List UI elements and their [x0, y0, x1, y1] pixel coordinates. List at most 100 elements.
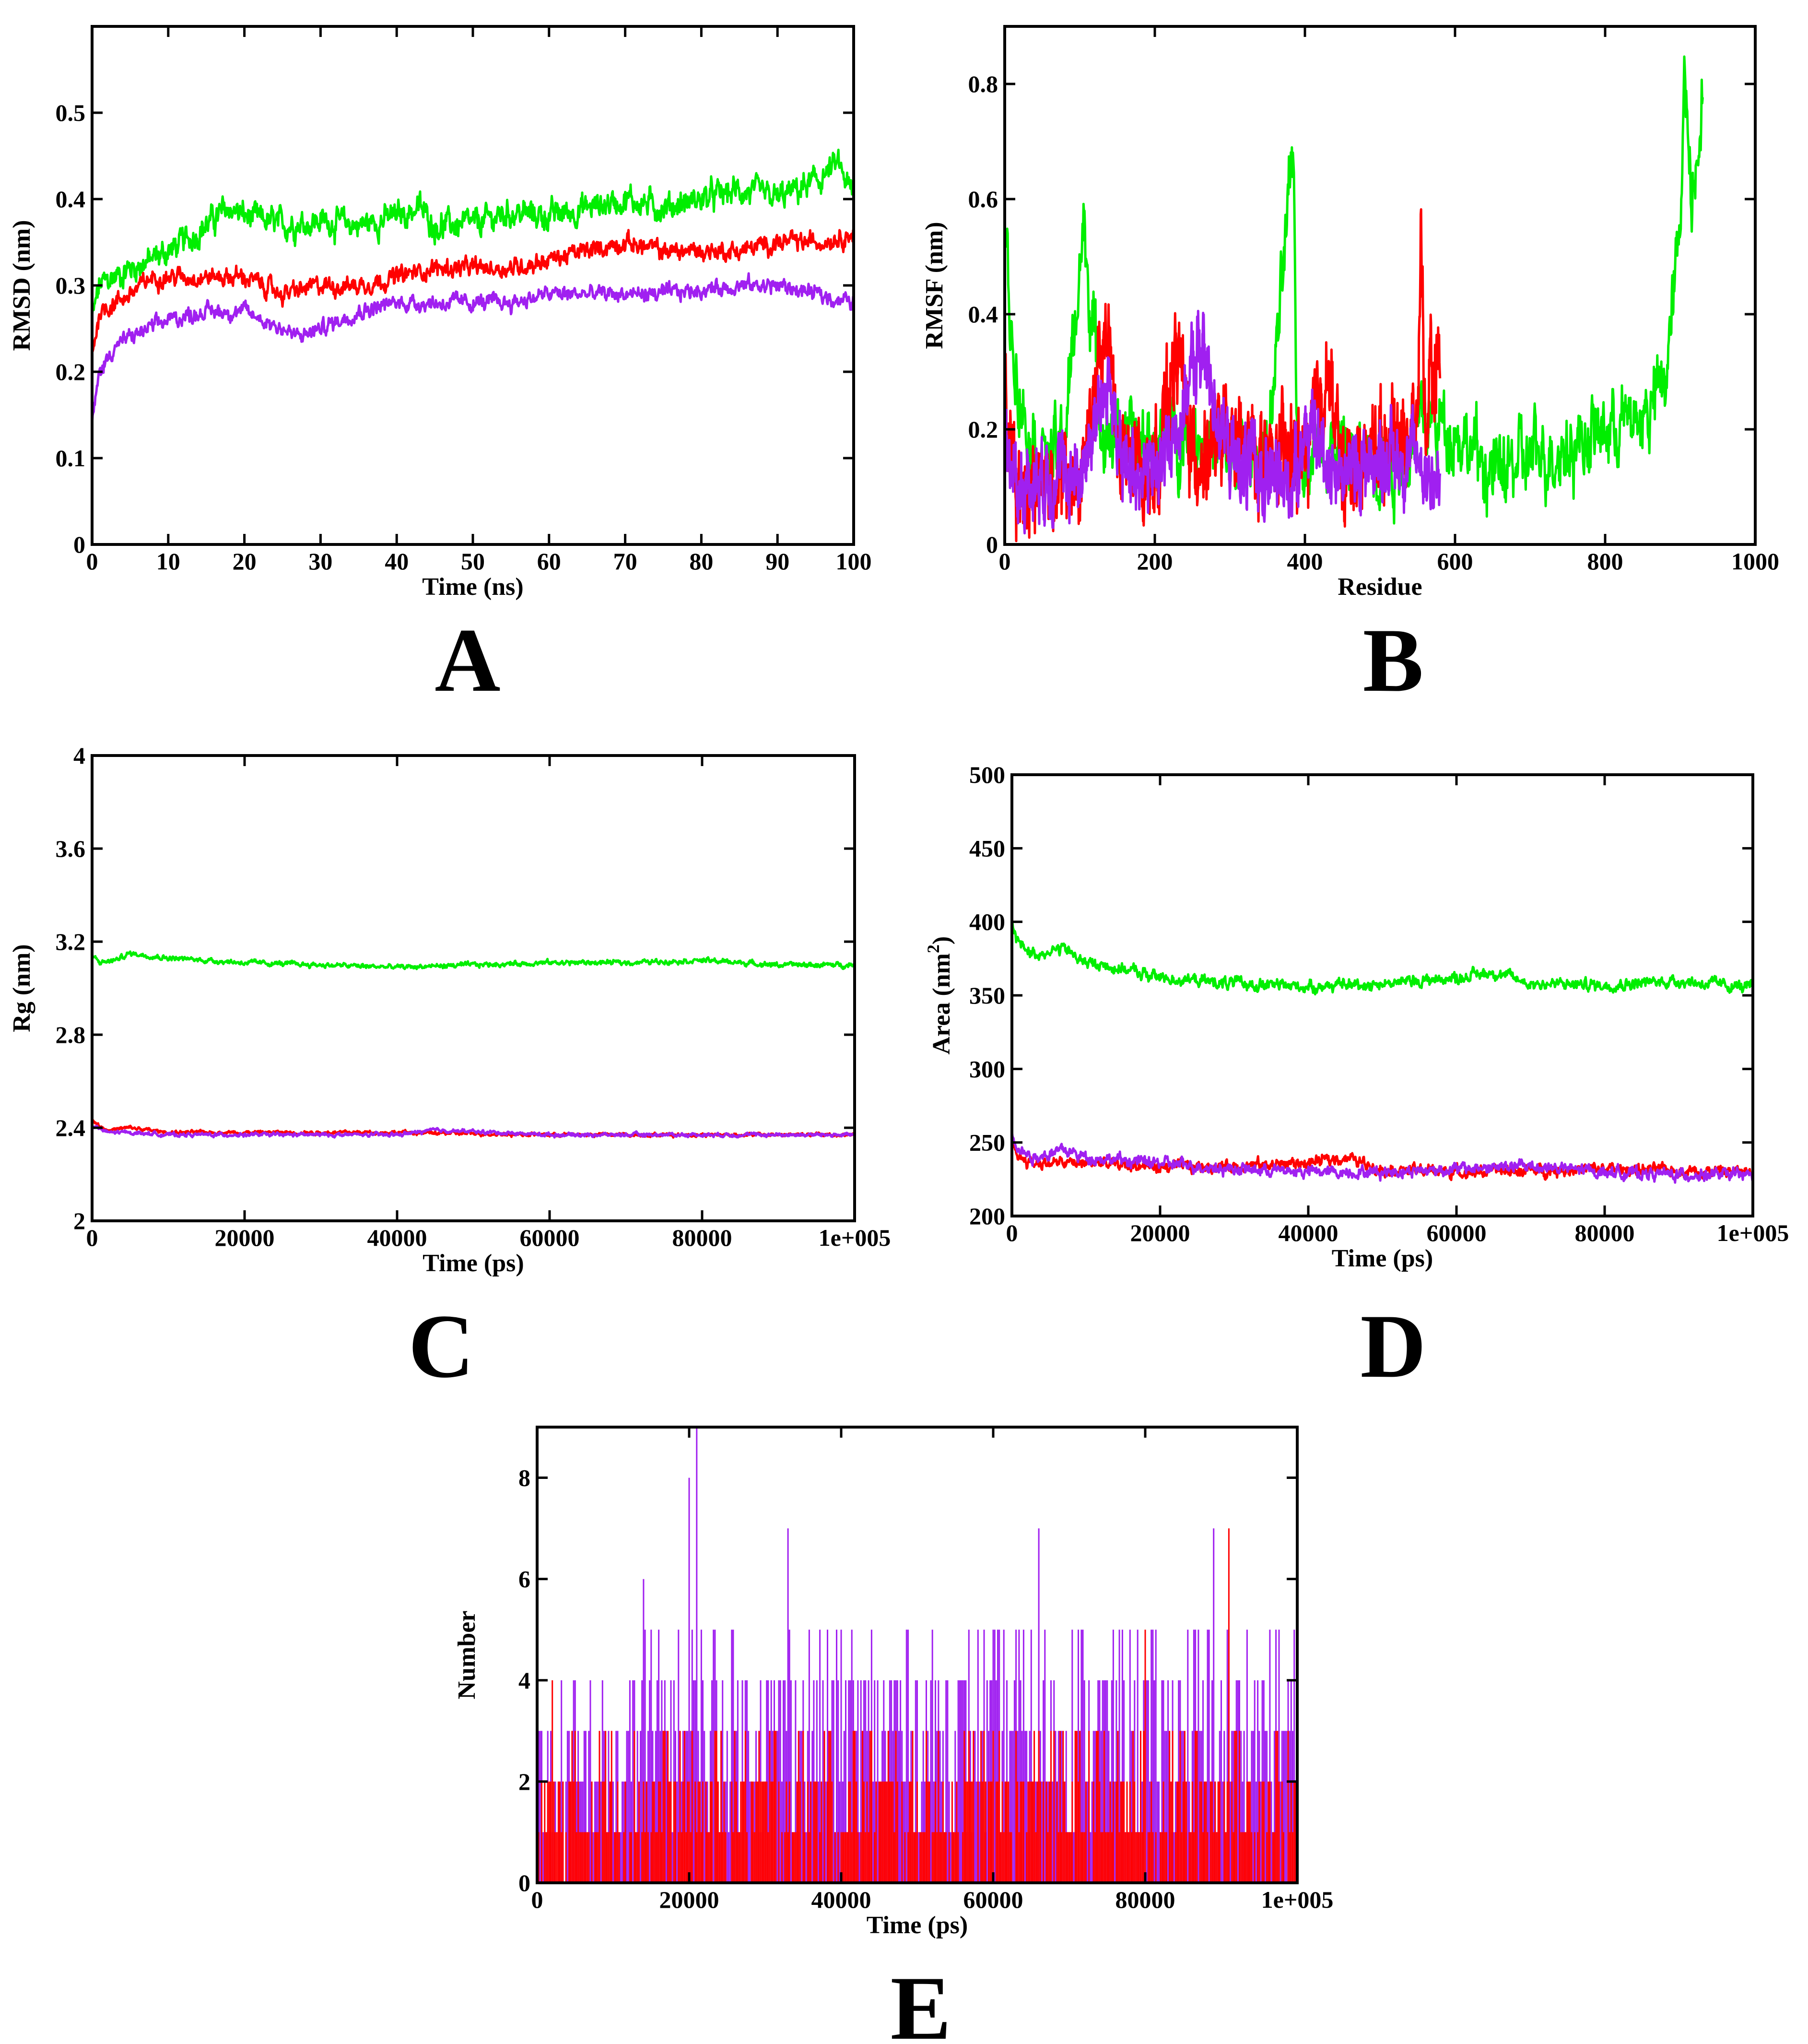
y-tick-label: 0.6: [968, 186, 998, 213]
x-tick-label: 0: [531, 1886, 543, 1913]
y-tick-label: 0.1: [56, 445, 86, 472]
x-axis-label: Time (ps): [1332, 1245, 1433, 1272]
series-purple: [1012, 1131, 1753, 1184]
y-tick-label: 0.2: [56, 358, 86, 385]
y-axis-label: RMSD (nm): [8, 220, 35, 351]
y-tick-label: 500: [969, 761, 1005, 788]
y-tick-label: 6: [518, 1566, 530, 1593]
x-axis-label: Time (ns): [422, 573, 523, 601]
series-purple: [92, 272, 854, 425]
y-tick-label: 0.4: [968, 301, 998, 328]
x-axis-label: Time (ps): [867, 1912, 968, 1939]
y-tick-label: 8: [518, 1465, 530, 1491]
series-purple: [92, 1124, 855, 1139]
x-tick-label: 100: [836, 548, 872, 575]
x-tick-label: 1e+005: [819, 1224, 891, 1251]
panel-d: 0 20000 40000 60000 80000 1e+005 200 250 300 350 4…: [924, 761, 1789, 1397]
y-axis-label-text: Number: [453, 1611, 481, 1700]
x-tick-label: 400: [1287, 548, 1323, 575]
x-tick-label: 60000: [963, 1886, 1023, 1913]
x-tick-label: 1000: [1731, 548, 1779, 575]
y-axis-label-text: Rg (nm): [8, 944, 35, 1032]
x-tick-label: 20000: [1130, 1219, 1190, 1246]
x-tick-label: 20: [233, 548, 257, 575]
y-tick-label: 3.2: [56, 928, 86, 955]
y-tick-label: 0.8: [968, 71, 998, 97]
x-tick-label: 90: [765, 548, 789, 575]
plot-area: [537, 1427, 1297, 1883]
y-tick-label: 0.5: [56, 99, 86, 126]
x-tick-label: 80000: [672, 1224, 732, 1251]
series-green: [92, 950, 855, 970]
x-axis-label: Residue: [1338, 573, 1422, 601]
x-tick-label: 60000: [1427, 1219, 1487, 1246]
y-tick-label: 3.6: [56, 835, 86, 862]
bars-red: [537, 1528, 1297, 1883]
y-tick-label: 250: [969, 1129, 1005, 1156]
panel-label-a: A: [434, 610, 500, 711]
y-tick-label: 450: [969, 835, 1005, 862]
x-tick-label: 50: [461, 548, 485, 575]
x-tick-label: 40: [385, 548, 409, 575]
axes-frame: [1010, 773, 1754, 1217]
axes-frame: [536, 1426, 1299, 1884]
y-axis-label: Rg (nm): [8, 944, 35, 1032]
panel-label-c: C: [408, 1296, 474, 1397]
axes-frame: [91, 754, 856, 1222]
y-tick-label: 2: [73, 1207, 85, 1234]
x-tick-label: 40000: [1279, 1219, 1338, 1246]
y-tick-label: 400: [969, 909, 1005, 935]
y-axis-label-text: Area (nm: [928, 953, 955, 1054]
x-tick-label: 60: [537, 548, 561, 575]
panel-e: 0 20000 40000 60000 80000 1e+005 0 2 4 6 8 Time (ps…: [453, 1426, 1334, 2044]
x-tick-label: 40000: [811, 1886, 871, 1913]
panel-c: 0 20000 40000 60000 80000 1e+005 2 2.4 2.8 3.2 3.6…: [8, 742, 891, 1397]
y-tick-label: 4: [73, 742, 85, 769]
x-tick-label: 10: [156, 548, 180, 575]
x-tick-label: 20000: [215, 1224, 275, 1251]
x-tick-label: 0: [1006, 1219, 1018, 1246]
x-tick-label: 20000: [659, 1886, 719, 1913]
y-tick-label: 2.8: [56, 1021, 86, 1048]
plot-area: [1005, 55, 1704, 543]
x-tick-label: 80000: [1575, 1219, 1635, 1246]
x-tick-label: 0: [86, 548, 98, 575]
x-tick-label: 80: [689, 548, 713, 575]
plot-area: [1012, 922, 1753, 1184]
y-tick-label: 0.2: [968, 416, 998, 443]
x-tick-label: 80000: [1115, 1886, 1175, 1913]
x-tick-label: 200: [1137, 548, 1173, 575]
panel-label-d: D: [1360, 1296, 1426, 1397]
x-tick-label: 60000: [520, 1224, 580, 1251]
series-green: [1012, 922, 1753, 996]
y-tick-label: 0: [518, 1869, 530, 1896]
axes-frame: [1003, 25, 1757, 546]
y-axis-label-text: RMSD (nm): [8, 220, 35, 351]
x-axis-label: Time (ps): [423, 1250, 524, 1277]
panel-b: 0 200 400 600 800 1000 0 0.2 0.4 0.6 0.8 Residue RMS…: [921, 25, 1779, 711]
series-red: [92, 229, 854, 353]
y-axis-label: Number: [453, 1611, 481, 1700]
y-tick-label: 200: [969, 1203, 1005, 1229]
x-tick-label: 600: [1437, 548, 1473, 575]
y-axis-label: RMSF (nm): [921, 222, 948, 349]
x-tick-label: 40000: [367, 1224, 427, 1251]
y-tick-label: 300: [969, 1055, 1005, 1082]
x-tick-label: 0: [999, 548, 1011, 575]
x-tick-label: 800: [1587, 548, 1623, 575]
series-purple: [1005, 309, 1442, 535]
y-tick-label: 2.4: [56, 1114, 86, 1141]
y-tick-label: 0.3: [56, 272, 86, 299]
y-tick-label: 0.4: [56, 186, 86, 213]
series-green: [92, 148, 854, 320]
x-tick-label: 1e+005: [1717, 1219, 1789, 1246]
series-red: [537, 1528, 1297, 1883]
x-tick-label: 0: [86, 1224, 98, 1251]
x-tick-label: 30: [308, 548, 332, 575]
plot-area: [92, 950, 855, 1139]
y-axis-label: Area (nm2): [924, 936, 955, 1055]
x-tick-label: 1e+005: [1261, 1886, 1334, 1913]
plot-area: [92, 148, 854, 425]
y-tick-label: 0: [73, 531, 85, 558]
